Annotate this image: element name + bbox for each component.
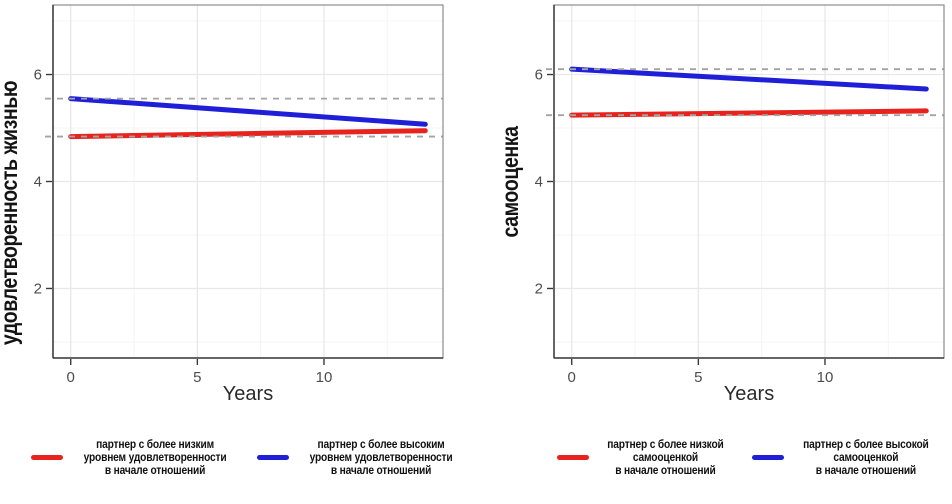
series-line-blue xyxy=(569,66,929,92)
life-satisfaction-plot: 2 4 6 0 5 10 удовлетворенность жизнью Years xyxy=(0,4,444,405)
legend-label-line: в начале отношений xyxy=(614,463,716,478)
y-tick-label: 2 xyxy=(34,280,42,297)
series-line-blue xyxy=(68,96,428,127)
legend-entry-red: партнер с более низким уровнем удовлетвор… xyxy=(30,437,239,478)
self-esteem-legend: партнер с более низкой самооценкой в начал… xyxy=(510,437,952,478)
legend-label-line: партнер с более низким xyxy=(96,437,214,451)
legend-swatch-red xyxy=(556,455,589,461)
legend-label-line: уровнем удовлетворенности xyxy=(83,450,227,465)
legend-label-line: самооценкой xyxy=(832,450,898,465)
x-tick-label: 10 xyxy=(316,369,333,386)
legend-label-line: партнер с более низкой xyxy=(606,437,724,451)
legend-label-line: партнер с более высокой xyxy=(802,437,929,451)
y-tick-label: 6 xyxy=(535,67,543,84)
self-esteem-plot: 2 4 6 0 5 10 самооценка Years xyxy=(498,4,945,405)
legend-label-line: в начале отношений xyxy=(104,463,206,478)
legend-swatch-blue xyxy=(257,455,289,461)
y-tick-label: 2 xyxy=(535,280,543,297)
legend-swatch-blue xyxy=(751,455,784,461)
chart-self-esteem: 2 4 6 0 5 10 самооценка Years партнер с более н… xyxy=(476,0,952,504)
legend-label-line: в начале отношений xyxy=(330,463,432,478)
x-tick-label: 5 xyxy=(694,369,702,386)
y-axis-title: удовлетворенность жизнью xyxy=(0,81,22,345)
legend-entry-blue: партнер с более высоким уровнем удовлетво… xyxy=(257,437,465,478)
legend-label: партнер с более высоким уровнем удовлетво… xyxy=(309,437,453,478)
legend-entry-red: партнер с более низкой самооценкой в начал… xyxy=(556,437,734,478)
chart-life-satisfaction: 2 4 6 0 5 10 удовлетворенность жизнью Years пар… xyxy=(0,4,453,477)
legend-label-line: в начале отношений xyxy=(815,463,916,478)
legend-entry-blue: партнер с более высокой самооценкой в нача… xyxy=(751,437,940,478)
y-tick-label: 6 xyxy=(34,67,42,84)
life-satisfaction-legend: партнер с более низким уровнем удовлетвор… xyxy=(10,437,486,478)
x-tick-label: 10 xyxy=(817,369,834,386)
legend-label: партнер с более низким уровнем удовлетвор… xyxy=(83,437,227,478)
x-tick-label: 0 xyxy=(568,369,576,386)
legend-label-line: партнер с более высоким xyxy=(317,437,445,451)
y-tick-label: 4 xyxy=(34,174,42,191)
x-tick-label: 0 xyxy=(67,369,75,386)
legend-swatch-red xyxy=(30,455,63,461)
series-line-red xyxy=(68,128,428,140)
x-axis-title: Years xyxy=(724,383,774,405)
y-axis-title: самооценка xyxy=(498,126,524,238)
x-tick-label: 5 xyxy=(193,369,201,386)
legend-label: партнер с более высокой самооценкой в нача… xyxy=(802,437,929,478)
y-tick-label: 4 xyxy=(535,174,543,191)
legend-label: партнер с более низкой самооценкой в начал… xyxy=(606,437,724,478)
x-axis-title: Years xyxy=(223,383,273,405)
legend-label-line: уровнем удовлетворенности xyxy=(309,450,453,465)
legend-label-line: самооценкой xyxy=(632,450,698,465)
